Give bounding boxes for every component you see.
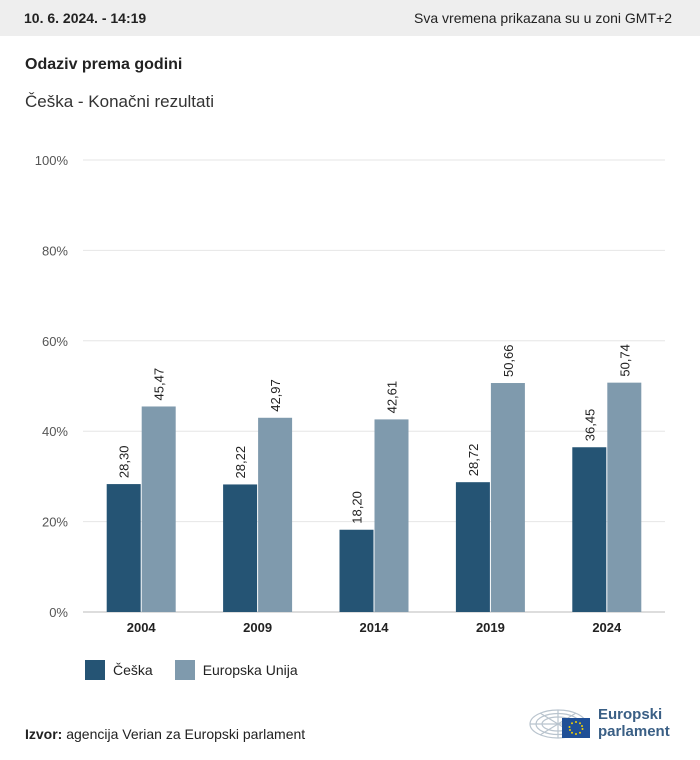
data-label: 28,72 [466,444,481,477]
timezone-note: Sva vremena prikazana su u zoni GMT+2 [414,10,672,26]
data-label: 45,47 [152,368,167,401]
source-label: Izvor: [25,726,63,742]
bar-ceska [339,529,374,612]
bar-ceska [572,447,607,612]
legend-item-eu: Europska Unija [174,660,298,680]
y-tick-label: 80% [42,243,68,258]
chart-subtitle: Češka - Konačni rezultati [25,92,214,111]
y-tick-label: 0% [49,605,68,620]
data-label: 36,45 [582,409,597,442]
logo-text: Europski parlament [598,706,670,740]
bar-ceska [455,482,490,612]
data-label: 18,20 [350,491,365,524]
data-label: 28,22 [233,446,248,479]
source-note: Izvor: agencija Verian za Europski parla… [25,726,305,742]
legend-swatch-ceska [85,660,105,680]
data-label: 42,97 [268,379,283,412]
bar-chart: 0% 20% 40% 60% 80% 100% 28,30 45,47 2004 28,22 42,… [35,153,665,635]
timestamp: 10. 6. 2024. - 14:19 [24,10,147,26]
y-tick-label: 100% [35,153,69,168]
data-label: 28,30 [117,446,132,479]
y-tick-label: 40% [42,424,68,439]
bar-ceska [106,484,141,612]
bar-ceska [223,484,258,612]
legend-label-ceska: Češka [113,662,153,678]
legend-item-ceska: Češka [85,660,153,680]
data-label: 50,66 [501,344,516,377]
x-tick-label: 2014 [360,620,390,635]
x-tick-label: 2004 [127,620,157,635]
x-tick-label: 2009 [243,620,272,635]
logo-line-2: parlament [598,723,670,740]
logo-line-1: Europski [598,706,663,723]
y-tick-label: 20% [42,515,68,530]
european-parliament-logo-icon [529,709,590,739]
bar-eu [258,417,293,612]
bar-eu [141,406,176,612]
european-parliament-logo: Europski parlament [528,702,688,744]
bar-eu [607,382,642,612]
top-bar: 10. 6. 2024. - 14:19 Sva vremena prikaza… [0,0,700,36]
data-label: 42,61 [385,381,400,414]
source-text: agencija Verian za Europski parlament [66,726,306,742]
legend: Češka Europska Unija [85,660,320,680]
x-tick-label: 2024 [592,620,622,635]
data-label: 50,74 [617,344,632,377]
legend-label-eu: Europska Unija [202,662,298,678]
bar-eu [490,383,525,612]
x-tick-label: 2019 [476,620,505,635]
chart-title: Odaziv prema godini [25,56,183,73]
bar-eu [374,419,409,612]
legend-swatch-eu [174,660,195,680]
y-tick-label: 60% [42,334,68,349]
